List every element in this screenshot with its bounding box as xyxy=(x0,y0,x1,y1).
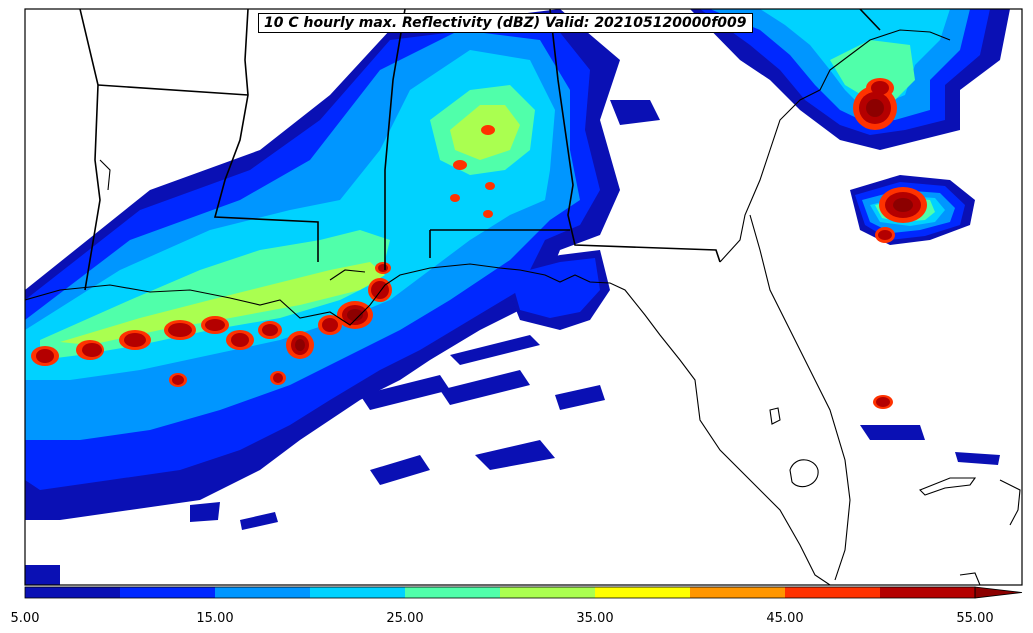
colorbar-extend-arrow xyxy=(974,586,1023,599)
colorbar-tick-label: 45.00 xyxy=(766,611,804,626)
colorbar xyxy=(24,586,1023,599)
colorbar-segment xyxy=(500,587,596,598)
map-title: 10 C hourly max. Reflectivity (dBZ) Vali… xyxy=(258,13,753,33)
colorbar-tick-label: 55.00 xyxy=(956,611,994,626)
colorbar-segment xyxy=(310,587,406,598)
colorbar-tick-label: 35.00 xyxy=(576,611,614,626)
colorbar-tick-label: 5.00 xyxy=(10,611,40,626)
storm-cells xyxy=(31,78,927,409)
map-border xyxy=(24,8,1023,586)
colorbar-segment xyxy=(405,587,501,598)
colorbar-segment xyxy=(690,587,786,598)
coastlines xyxy=(25,29,1021,585)
colorbar-segment xyxy=(120,587,216,598)
colorbar-tick-label: 25.00 xyxy=(386,611,424,626)
map-frame-content xyxy=(25,9,1022,585)
colorbar-segment xyxy=(215,587,311,598)
colorbar-segment xyxy=(785,587,881,598)
colorbar-tick-label: 15.00 xyxy=(196,611,234,626)
colorbar-segment xyxy=(25,587,121,598)
colorbar-outline xyxy=(24,586,976,599)
colorbar-segment xyxy=(880,587,976,598)
state-borders xyxy=(79,9,881,291)
colorbar-segment xyxy=(595,587,691,598)
